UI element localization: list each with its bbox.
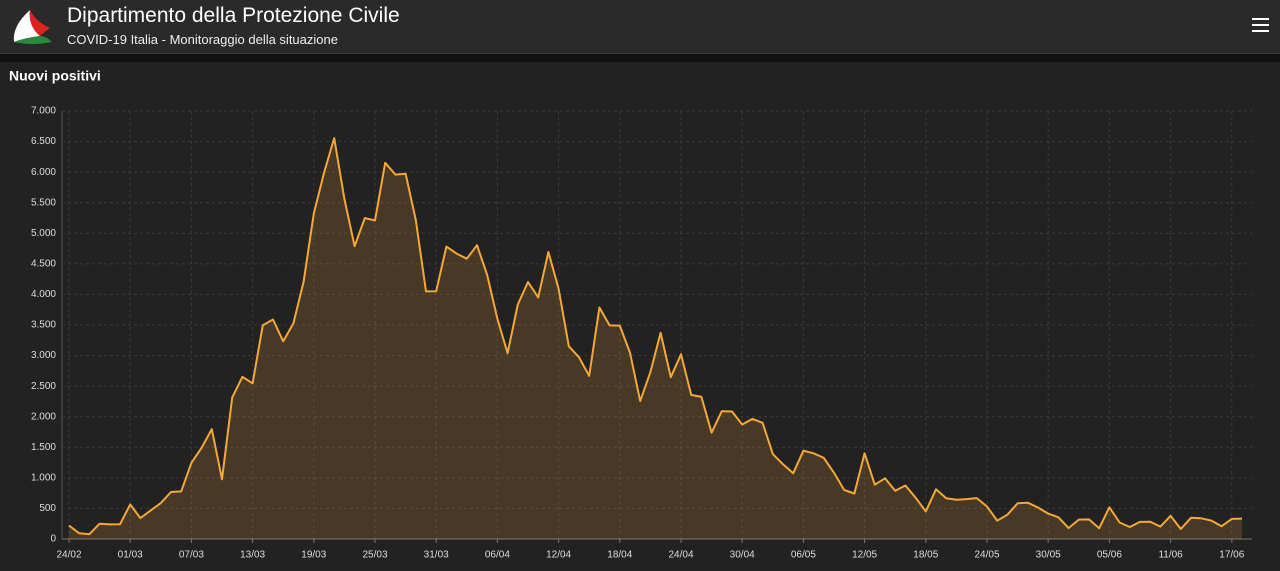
- y-tick-label: 1.000: [31, 472, 56, 483]
- y-tick-label: 6.500: [31, 136, 56, 147]
- logo: [13, 10, 52, 44]
- menu-button[interactable]: [1252, 16, 1270, 34]
- x-tick-label: 12/05: [852, 550, 877, 561]
- x-tick-label: 18/04: [607, 550, 632, 561]
- line: [68, 137, 1243, 536]
- x-tick-label: 25/03: [362, 550, 387, 561]
- y-tick-label: 7.000: [31, 106, 56, 117]
- x-tick-label: 24/04: [668, 550, 693, 561]
- x-tick-label: 06/04: [485, 550, 510, 561]
- x-tick-label: 18/05: [913, 550, 938, 561]
- x-tick-label: 24/02: [56, 550, 81, 561]
- y-tick-label: 2.000: [31, 411, 56, 422]
- y-tick-label: 5.500: [31, 197, 56, 208]
- y-tick-label: 3.000: [31, 350, 56, 361]
- x-tick-label: 17/06: [1219, 550, 1244, 561]
- x-tick-label: 05/06: [1097, 550, 1122, 561]
- header: Dipartimento della Protezione Civile COV…: [0, 0, 1280, 54]
- y-tick-label: 4.500: [31, 258, 56, 269]
- x-tick-label: 19/03: [301, 550, 326, 561]
- x-tick-label: 01/03: [118, 550, 143, 561]
- x-tick-label: 07/03: [179, 550, 204, 561]
- header-subtitle: COVID-19 Italia - Monitoraggio della sit…: [67, 32, 338, 47]
- y-tick-label: 4.000: [31, 289, 56, 300]
- x-tick-label: 30/05: [1036, 550, 1061, 561]
- x-tick-label: 31/03: [424, 550, 449, 561]
- x-tick-label: 24/05: [974, 550, 999, 561]
- x-tick-label: 13/03: [240, 550, 265, 561]
- x-tick-label: 30/04: [730, 550, 755, 561]
- x-tick-label: 06/05: [791, 550, 816, 561]
- y-tick-label: 6.000: [31, 167, 56, 178]
- x-tick-label: 11/06: [1158, 550, 1183, 561]
- chart-title: Nuovi positivi: [9, 68, 101, 84]
- y-tick-label: 0: [50, 534, 56, 545]
- y-tick-label: 3.500: [31, 320, 56, 331]
- header-title: Dipartimento della Protezione Civile: [67, 4, 400, 27]
- y-tick-label: 5.000: [31, 228, 56, 239]
- x-tick-label: 12/04: [546, 550, 571, 561]
- y-tick-label: 2.500: [31, 381, 56, 392]
- y-tick-label: 500: [39, 503, 56, 514]
- chart: Nuovi positivi 0 500 1.000 1.500 2.000 2.500 3…: [0, 62, 1280, 571]
- area: [69, 138, 1242, 539]
- y-tick-label: 1.500: [31, 442, 56, 453]
